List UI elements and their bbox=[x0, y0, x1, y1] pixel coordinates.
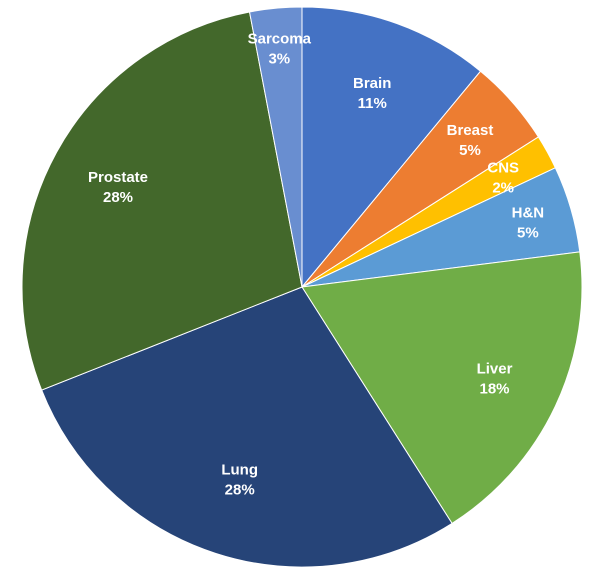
slice-percent-label: 2% bbox=[492, 179, 514, 196]
slice-percent-label: 5% bbox=[517, 224, 539, 241]
slice-name-label: Prostate bbox=[88, 169, 148, 186]
pie-slice-liver bbox=[301, 251, 583, 525]
pie-slice-sarcoma bbox=[248, 6, 303, 288]
slice-percent-label: 28% bbox=[103, 189, 133, 206]
data-label-prostate: Prostate 28% bbox=[88, 169, 148, 206]
slice-name-label: CNS bbox=[487, 159, 519, 176]
data-label-cns: CNS 2% bbox=[487, 159, 519, 196]
slice-name-label: Sarcoma bbox=[248, 30, 312, 47]
slice-name-label: Liver bbox=[477, 361, 513, 378]
slice-name-label: Lung bbox=[221, 462, 258, 479]
pie-slice-lung bbox=[41, 286, 453, 568]
pie-labels: Brain 11% Breast 5% CNS 2% H&N 5% Liver 18% Lung 28… bbox=[88, 30, 544, 498]
slice-name-label: H&N bbox=[512, 204, 545, 221]
data-label-breast: Breast 5% bbox=[447, 122, 494, 159]
data-label-handn: H&N 5% bbox=[512, 204, 545, 241]
slice-name-label: Breast bbox=[447, 122, 494, 139]
slice-percent-label: 11% bbox=[358, 95, 387, 112]
pie-slice-brain bbox=[301, 6, 482, 289]
slice-percent-label: 18% bbox=[479, 381, 509, 398]
slice-percent-label: 28% bbox=[225, 482, 255, 499]
slice-name-label: Brain bbox=[353, 75, 391, 92]
slice-percent-label: 3% bbox=[268, 50, 290, 67]
data-label-brain: Brain 11% bbox=[353, 75, 391, 112]
data-label-sarcoma: Sarcoma 3% bbox=[248, 30, 312, 67]
data-label-lung: Lung 28% bbox=[221, 462, 258, 499]
pie-slices bbox=[21, 6, 583, 568]
data-label-liver: Liver 18% bbox=[477, 361, 513, 398]
slice-percent-label: 5% bbox=[459, 142, 481, 159]
pie-slice-prostate bbox=[21, 11, 303, 391]
